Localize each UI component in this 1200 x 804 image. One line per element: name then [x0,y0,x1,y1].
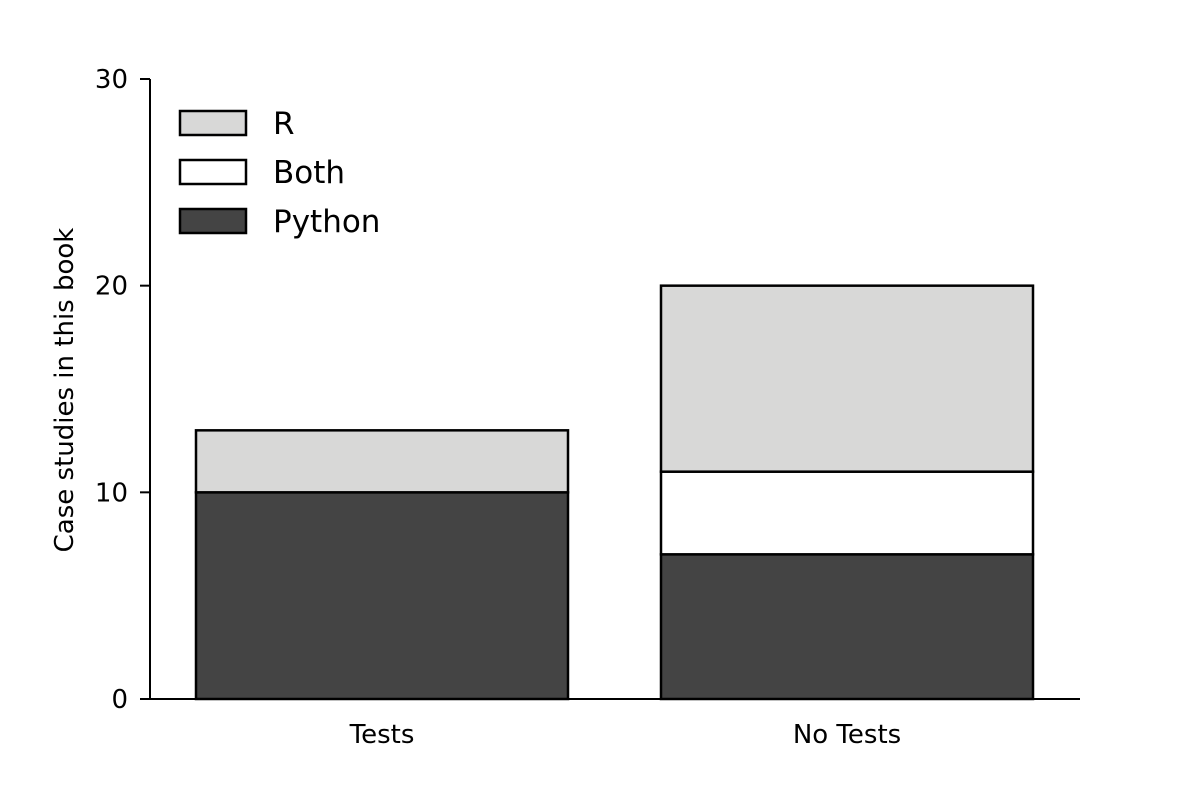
legend-swatch-r [178,109,248,137]
bar-segment-both-no-tests [659,470,1035,556]
y-tick-label: 30 [95,65,128,95]
legend-label-python: Python [273,204,380,240]
y-axis-label: Case studies in this book [50,228,80,553]
legend-label-both: Both [273,155,345,191]
legend-swatch-both [178,158,248,186]
x-tick-label: Tests [349,720,415,750]
legend: R Both Python [178,106,380,240]
bar-segment-r-no-tests [659,284,1035,473]
legend-label-r: R [273,106,295,142]
bar-segment-python-tests [194,491,570,701]
bars [194,284,1035,701]
legend-swatch-python [178,207,248,235]
bar-segment-python-no-tests [659,553,1035,701]
tick-labels: 0 10 20 30 Tests No Tests [95,65,901,750]
bar-segment-r-tests [194,429,570,494]
y-tick-label: 20 [95,272,128,302]
y-tick-label: 10 [95,478,128,508]
x-tick-label: No Tests [793,720,901,750]
y-tick-label: 0 [111,685,128,715]
